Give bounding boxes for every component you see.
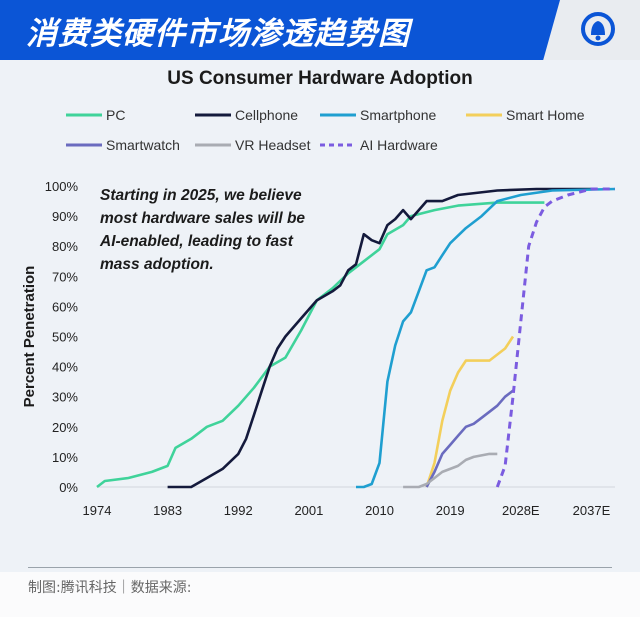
series-line-vr-headset	[403, 452, 498, 489]
legend-label: AI Hardware	[360, 137, 438, 153]
x-tick-label: 1992	[224, 503, 253, 518]
x-tick-label: 2019	[436, 503, 465, 518]
x-tick-label: 2028E	[502, 503, 540, 518]
series-line-cellphone	[167, 187, 592, 489]
y-tick-label: 0%	[59, 480, 78, 495]
y-tick-label: 90%	[52, 209, 78, 224]
legend-label: VR Headset	[235, 137, 311, 153]
series-line-smartwatch	[425, 389, 514, 488]
page-title: 消费类硬件市场渗透趋势图	[26, 16, 410, 52]
annotation-line: Starting in 2025, we believe	[100, 187, 302, 204]
chart: US Consumer Hardware Adoption PC Cellphone…	[21, 68, 616, 518]
x-tick-label: 2037E	[573, 503, 611, 518]
x-tick-label: 1974	[83, 503, 112, 518]
y-tick-label: 10%	[52, 450, 78, 465]
series-line-ai-hardware	[495, 187, 615, 488]
footer-credit: 制图:腾讯科技｜数据来源:	[28, 580, 192, 596]
y-axis-label: Percent Penetration	[21, 266, 38, 408]
footer-divider	[28, 567, 612, 568]
legend-label: Smartphone	[360, 107, 436, 123]
y-tick-label: 60%	[52, 299, 78, 314]
y-tick-label: 20%	[52, 420, 78, 435]
x-tick-label: 2010	[365, 503, 394, 518]
title-band	[0, 0, 560, 60]
x-tick-label: 1983	[153, 503, 182, 518]
y-tick-label: 70%	[52, 269, 78, 284]
y-tick-label: 50%	[52, 330, 78, 345]
series-line-smart-home	[425, 335, 515, 488]
y-tick-label: 100%	[45, 179, 79, 194]
tencent-news-bell-icon	[581, 12, 615, 46]
legend-label: Smart Home	[506, 107, 585, 123]
legend-label: Smartwatch	[106, 137, 180, 153]
legend-label: Cellphone	[235, 107, 298, 123]
annotation-line: mass adoption.	[100, 256, 214, 273]
y-tick-label: 40%	[52, 360, 78, 375]
annotation-line: most hardware sales will be	[100, 210, 305, 227]
header: 消费类硬件市场渗透趋势图	[0, 0, 640, 60]
y-tick-label: 30%	[52, 390, 78, 405]
y-tick-label: 80%	[52, 239, 78, 254]
series-line-smartphone	[356, 187, 616, 489]
x-tick-label: 2001	[294, 503, 323, 518]
chart-area: US Consumer Hardware Adoption PC Cellphone…	[0, 60, 640, 572]
legend-label: PC	[106, 107, 125, 123]
chart-title: US Consumer Hardware Adoption	[167, 68, 472, 89]
annotation-line: AI-enabled, leading to fast	[99, 233, 294, 250]
